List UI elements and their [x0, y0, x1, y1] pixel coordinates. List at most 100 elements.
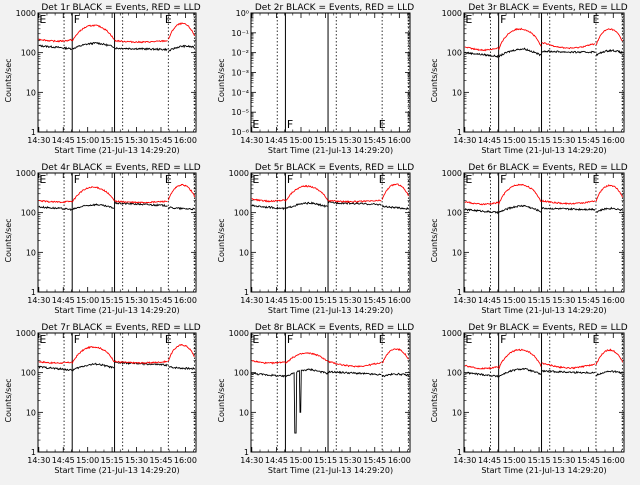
- lld-series: [251, 183, 409, 204]
- time-marker-label: F: [287, 118, 293, 131]
- lld-series: [38, 22, 195, 44]
- x-tick-label: 14:30: [27, 136, 50, 145]
- y-tick-label: 1: [244, 288, 249, 297]
- x-tick-label: 14:45: [265, 456, 288, 465]
- x-tick-label: 15:15: [314, 456, 337, 465]
- lld-series: [464, 183, 623, 206]
- x-tick-label: 14:30: [240, 136, 263, 145]
- y-tick-label: 1000: [16, 329, 36, 338]
- plot-frame: [463, 12, 625, 133]
- x-tick-label: 15:45: [577, 136, 600, 145]
- panel-det-4: Det 4r BLACK = Events, RED = LLD 1 10 100 10…: [4, 163, 201, 315]
- panel-det-3: Det 3r BLACK = Events, RED = LLD 1 10 100 10…: [430, 3, 628, 155]
- x-tick-label: 15:30: [125, 296, 148, 305]
- plot-frame: [37, 332, 197, 453]
- x-tick-label: 15:00: [76, 136, 99, 145]
- time-marker-label: E: [593, 13, 600, 26]
- panel-det-8: Det 8r BLACK = Events, RED = LLD 1 10 100 10…: [217, 323, 414, 475]
- x-tick-label: 14:30: [27, 296, 50, 305]
- y-tick-label: 10: [26, 88, 36, 97]
- time-marker-label: E: [39, 173, 46, 186]
- plot-frame: [250, 12, 411, 133]
- time-marker-label: E: [379, 118, 386, 131]
- y-tick-label: 10⁻⁵: [231, 108, 249, 117]
- x-tick-label: 14:30: [240, 296, 263, 305]
- events-series: [38, 201, 195, 212]
- y-tick-label: 1: [31, 288, 36, 297]
- x-tick-label: 14:30: [453, 456, 476, 465]
- x-tick-label: 15:30: [125, 456, 148, 465]
- x-tick-label: 15:00: [503, 456, 526, 465]
- y-tick-label: 10: [452, 248, 462, 257]
- y-axis-label: Counts/sec: [217, 378, 226, 422]
- x-tick-label: 16:00: [388, 456, 411, 465]
- y-tick-label: 1: [457, 288, 462, 297]
- y-tick-label: 100: [447, 369, 462, 378]
- x-axis-label: Start Time (21-Jul-13 14:29:20): [481, 466, 606, 475]
- y-tick-label: 1000: [16, 169, 36, 178]
- x-tick-label: 15:30: [552, 296, 575, 305]
- y-tick-label: 1000: [16, 9, 36, 18]
- time-marker-label: E: [165, 13, 172, 26]
- x-tick-label: 16:00: [602, 136, 625, 145]
- time-marker-label: E: [252, 118, 259, 131]
- y-axis-label: Counts/sec: [4, 58, 13, 102]
- x-axis-label: Start Time (21-Jul-13 14:29:20): [481, 306, 606, 315]
- x-axis-label: Start Time (21-Jul-13 14:29:20): [268, 146, 393, 155]
- x-axis-label: Start Time (21-Jul-13 14:29:20): [54, 306, 179, 315]
- time-marker-label: F: [500, 173, 506, 186]
- y-tick-label: 10⁻³: [231, 69, 249, 78]
- x-tick-label: 16:00: [174, 296, 197, 305]
- x-tick-label: 15:15: [528, 136, 551, 145]
- y-tick-label: 1: [244, 448, 249, 457]
- y-tick-label: 100: [21, 209, 36, 218]
- events-series: [38, 361, 195, 372]
- x-tick-label: 15:30: [339, 136, 362, 145]
- y-axis-label: Counts/sec: [217, 218, 226, 262]
- x-tick-label: 15:00: [289, 296, 312, 305]
- panel-title: Det 2r BLACK = Events, RED = LLD: [255, 3, 414, 13]
- panel-det-9: Det 9r BLACK = Events, RED = LLD 1 10 100 10…: [430, 323, 628, 475]
- time-marker-label: E: [39, 333, 46, 346]
- x-tick-label: 15:00: [289, 136, 312, 145]
- panel-title: Det 3r BLACK = Events, RED = LLD: [468, 3, 627, 13]
- x-tick-label: 16:00: [174, 456, 197, 465]
- y-tick-label: 10⁰: [236, 9, 249, 18]
- time-marker-label: E: [465, 333, 472, 346]
- y-tick-label: 1000: [442, 9, 462, 18]
- y-tick-label: 100: [234, 369, 249, 378]
- x-tick-label: 14:45: [478, 296, 501, 305]
- panel-det-5: Det 5r BLACK = Events, RED = LLD 1 10 100 10…: [217, 163, 414, 315]
- y-tick-label: 1000: [229, 169, 249, 178]
- events-series: [251, 368, 409, 434]
- x-tick-label: 14:45: [52, 136, 75, 145]
- x-tick-label: 16:00: [602, 296, 625, 305]
- x-tick-label: 15:30: [552, 136, 575, 145]
- y-axis-label: Counts/sec: [4, 218, 13, 262]
- y-tick-label: 10: [26, 248, 36, 257]
- x-tick-label: 14:45: [52, 456, 75, 465]
- time-marker-label: E: [165, 173, 172, 186]
- panel-det-6: Det 6r BLACK = Events, RED = LLD 1 10 100 10…: [430, 163, 628, 315]
- y-tick-label: 100: [234, 209, 249, 218]
- x-tick-label: 15:15: [314, 136, 337, 145]
- y-axis-label: Counts/sec: [4, 378, 13, 422]
- time-marker-label: F: [74, 13, 80, 26]
- x-tick-label: 15:45: [363, 136, 386, 145]
- time-marker-label: F: [500, 13, 506, 26]
- y-axis-label: Counts/sec: [430, 58, 439, 102]
- y-tick-label: 100: [21, 369, 36, 378]
- time-marker-label: E: [252, 333, 259, 346]
- plot-frame: [37, 172, 197, 293]
- panel-title: Det 7r BLACK = Events, RED = LLD: [41, 323, 200, 333]
- x-tick-label: 14:30: [453, 136, 476, 145]
- x-tick-label: 15:15: [101, 296, 124, 305]
- y-tick-label: 10⁻⁶: [231, 128, 249, 137]
- x-axis-label: Start Time (21-Jul-13 14:29:20): [268, 306, 393, 315]
- lld-series: [464, 27, 623, 52]
- x-tick-label: 15:15: [528, 296, 551, 305]
- y-tick-label: 1000: [442, 329, 462, 338]
- x-tick-label: 15:30: [552, 456, 575, 465]
- panel-title: Det 8r BLACK = Events, RED = LLD: [255, 323, 414, 333]
